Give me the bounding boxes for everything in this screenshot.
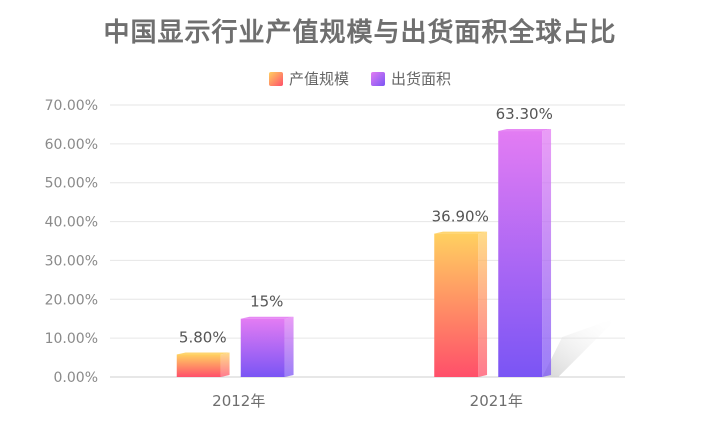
legend-item-series-0: 产值规模 — [268, 68, 349, 89]
x-tick-label: 2012年 — [212, 392, 265, 410]
y-tick-label: 40.00% — [45, 215, 98, 231]
bar-side — [284, 316, 294, 377]
data-label: 5.80% — [179, 328, 227, 346]
data-label: 15% — [250, 293, 283, 311]
y-tick-label: 0.00% — [54, 370, 98, 386]
y-tick-label: 60.00% — [45, 137, 98, 153]
bar-shadow — [542, 317, 619, 377]
bar-side — [220, 352, 230, 377]
bar-top — [498, 129, 552, 132]
y-tick-label: 10.00% — [45, 331, 98, 347]
y-tick-label: 50.00% — [45, 176, 98, 192]
bar-side — [542, 129, 552, 377]
bar — [434, 233, 479, 377]
legend-item-series-1: 出货面积 — [371, 68, 451, 89]
legend: 产值规模 出货面积 — [0, 68, 720, 89]
y-tick-label: 30.00% — [45, 253, 98, 269]
y-tick-label: 70.00% — [45, 98, 98, 114]
bar-top — [176, 352, 230, 355]
legend-swatch-series-1 — [371, 71, 385, 86]
legend-label-series-0: 产值规模 — [288, 70, 349, 88]
legend-label-series-1: 出货面积 — [391, 70, 452, 88]
bar — [498, 131, 543, 377]
y-tick-label: 20.00% — [45, 292, 98, 308]
bar — [176, 354, 221, 377]
data-label: 63.30% — [496, 105, 553, 123]
legend-swatch-series-0 — [268, 71, 283, 86]
bar-side — [478, 231, 488, 377]
bar-top — [434, 231, 488, 234]
chart-title: 中国显示行业产值规模与出货面积全球占比 — [103, 18, 617, 48]
data-label: 36.90% — [432, 208, 489, 226]
bar — [240, 318, 285, 377]
x-tick-label: 2021年 — [470, 392, 523, 410]
bar-top — [240, 316, 294, 319]
